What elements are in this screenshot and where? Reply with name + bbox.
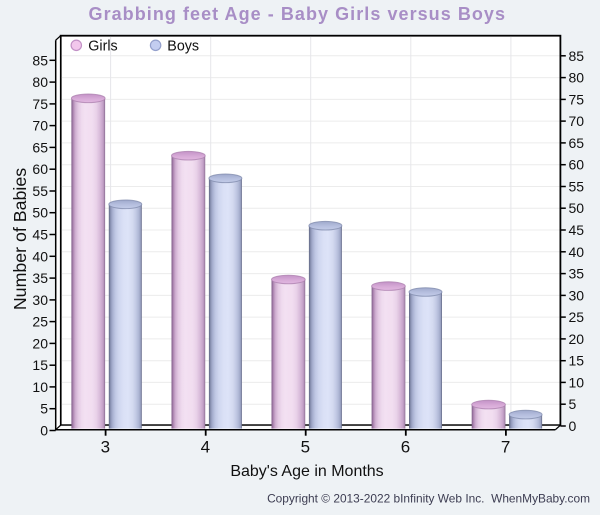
svg-text:55: 55	[569, 179, 585, 195]
svg-text:70: 70	[32, 118, 48, 134]
svg-text:50: 50	[32, 205, 48, 221]
svg-text:0: 0	[40, 423, 48, 439]
svg-text:7: 7	[501, 438, 510, 457]
svg-text:65: 65	[569, 135, 585, 151]
svg-text:20: 20	[32, 335, 48, 351]
svg-text:Copyright © 2013-2022 bInfinit: Copyright © 2013-2022 bInfinity Web Inc.…	[267, 492, 590, 506]
svg-text:35: 35	[569, 266, 585, 282]
svg-text:5: 5	[40, 401, 48, 417]
svg-text:65: 65	[32, 139, 48, 155]
svg-text:30: 30	[569, 287, 585, 303]
svg-text:75: 75	[569, 91, 585, 107]
svg-text:Baby's Age in Months: Baby's Age in Months	[230, 463, 383, 480]
svg-text:45: 45	[569, 222, 585, 238]
svg-text:10: 10	[569, 374, 585, 390]
svg-text:6: 6	[401, 438, 410, 457]
svg-text:0: 0	[569, 418, 577, 434]
svg-text:55: 55	[32, 183, 48, 199]
svg-text:3: 3	[101, 438, 110, 457]
svg-text:60: 60	[32, 161, 48, 177]
svg-text:5: 5	[301, 438, 310, 457]
svg-text:60: 60	[569, 157, 585, 173]
svg-text:80: 80	[32, 74, 48, 90]
svg-text:15: 15	[32, 357, 48, 373]
svg-text:Boys: Boys	[167, 38, 199, 54]
svg-text:25: 25	[569, 309, 585, 325]
svg-text:20: 20	[569, 331, 585, 347]
svg-text:30: 30	[32, 292, 48, 308]
svg-text:50: 50	[569, 200, 585, 216]
svg-text:80: 80	[569, 70, 585, 86]
svg-text:4: 4	[201, 438, 210, 457]
svg-text:40: 40	[569, 244, 585, 260]
svg-text:15: 15	[569, 353, 585, 369]
svg-text:25: 25	[32, 314, 48, 330]
svg-text:45: 45	[32, 227, 48, 243]
svg-text:75: 75	[32, 96, 48, 112]
svg-text:70: 70	[569, 113, 585, 129]
svg-text:5: 5	[569, 396, 577, 412]
svg-text:85: 85	[32, 52, 48, 68]
svg-text:Girls: Girls	[88, 38, 117, 54]
svg-text:40: 40	[32, 248, 48, 264]
svg-text:35: 35	[32, 270, 48, 286]
svg-text:85: 85	[569, 48, 585, 64]
svg-text:Number of Babies: Number of Babies	[10, 168, 30, 310]
svg-text:10: 10	[32, 379, 48, 395]
svg-text:Grabbing feet Age - Baby Girls: Grabbing feet Age - Baby Girls versus Bo…	[89, 4, 507, 24]
